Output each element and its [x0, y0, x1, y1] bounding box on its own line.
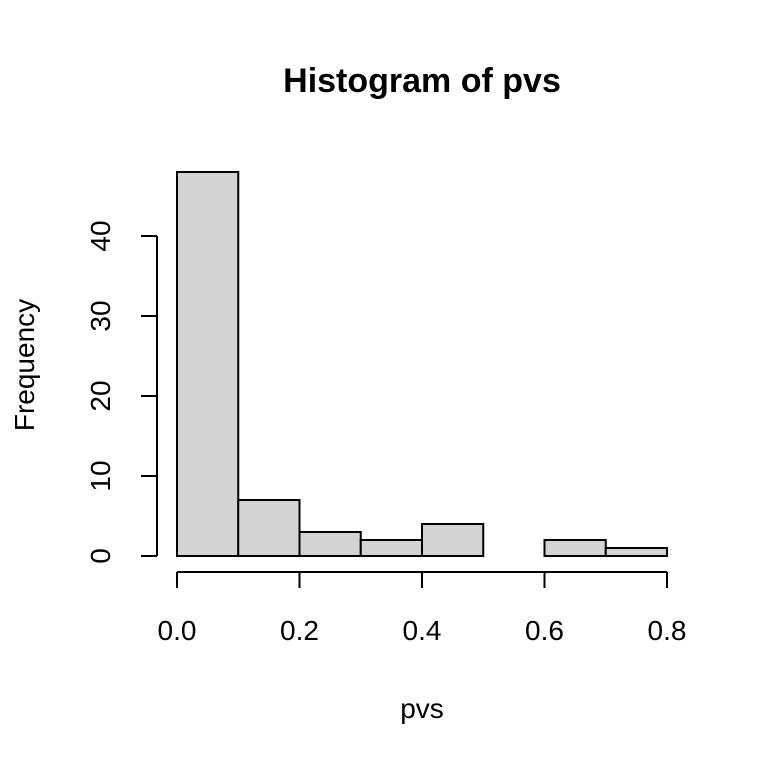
y-tick-label-0: 0	[85, 548, 116, 564]
chart-title: Histogram of pvs	[283, 62, 561, 100]
histogram-bar-2	[298, 531, 362, 557]
y-tick-label-3: 30	[85, 300, 116, 331]
histogram-bar-3	[359, 539, 423, 557]
x-axis: 0.0 0.2 0.4 0.6 0.8	[158, 571, 687, 646]
y-tick-label-1: 10	[85, 460, 116, 491]
x-tick-label-4: 0.8	[648, 615, 687, 646]
x-tick-label-3: 0.6	[525, 615, 564, 646]
histogram-bar-1	[237, 499, 301, 557]
y-axis-label: Frequency	[9, 299, 40, 431]
histogram-bar-0	[176, 171, 240, 557]
x-tick-label-0: 0.0	[158, 615, 197, 646]
y-tick-label-2: 20	[85, 380, 116, 411]
y-tick-label-4: 40	[85, 220, 116, 251]
histogram-bar-6	[543, 539, 607, 557]
x-axis-label: pvs	[400, 693, 444, 724]
bars-group	[176, 171, 668, 557]
x-tick-label-2: 0.4	[403, 615, 442, 646]
y-axis: 0 10 20 30 40	[85, 220, 158, 564]
histogram-bar-4	[421, 523, 485, 557]
x-tick-label-1: 0.2	[280, 615, 319, 646]
histogram-bar-7	[604, 547, 668, 557]
